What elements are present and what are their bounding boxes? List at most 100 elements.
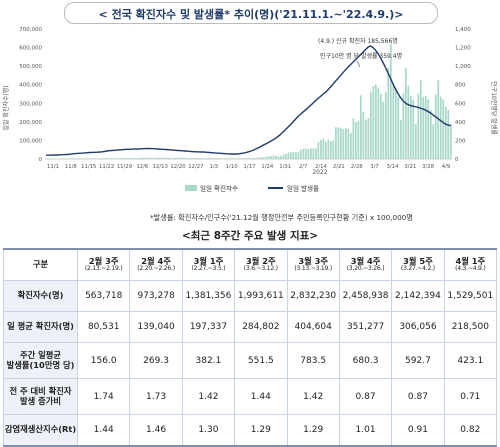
bar — [243, 158, 245, 159]
bar — [278, 157, 280, 159]
header-week-5: 3월 4주(3.20.~3.26.) — [339, 249, 391, 281]
bar — [125, 158, 127, 159]
bar — [105, 158, 107, 159]
bar — [95, 158, 97, 159]
bar — [432, 124, 434, 159]
bar — [145, 158, 147, 159]
table-cell: 423.1 — [444, 343, 496, 379]
right-tick-label: 200 — [455, 138, 466, 144]
bar — [280, 156, 282, 159]
bar — [352, 118, 354, 159]
header-week-4: 3월 3주(3.13.~3.19.) — [287, 249, 339, 281]
x-tick-label: 12/6 — [136, 164, 149, 170]
header-week-label: 2월 3주 — [89, 256, 119, 266]
right-tick-label: 1,400 — [455, 27, 471, 33]
bar — [165, 158, 167, 159]
bar — [405, 68, 407, 159]
header-week-label: 3월 2주 — [246, 256, 276, 266]
bar — [298, 152, 300, 159]
bar — [148, 158, 150, 159]
header-week-range: (3.13.~3.19.) — [288, 266, 339, 273]
x-tick-label: 3/14 — [386, 164, 399, 170]
table-cell: 404,604 — [287, 312, 339, 343]
bar — [412, 100, 414, 159]
bar — [305, 149, 307, 159]
bar — [200, 158, 202, 159]
x-tick-label: 12/13 — [153, 164, 168, 170]
bar — [163, 158, 165, 159]
bar — [230, 158, 232, 159]
bar — [170, 158, 172, 159]
table-cell: 284,802 — [235, 312, 287, 343]
bar — [85, 158, 87, 159]
bar — [387, 68, 389, 159]
annotation-line-1: (4.9.) 신규 확진자 185,566명 — [318, 37, 398, 45]
footnote: *발생률: 확진자수/인구수('21.12월 행정안전부 주민등록인구현황 기준… — [150, 213, 500, 223]
bar — [365, 120, 367, 159]
bar — [180, 158, 182, 159]
legend-bar-swatch — [185, 185, 197, 191]
bar — [343, 129, 345, 159]
bar — [427, 99, 429, 159]
header-week-range: (2.27.~3.5.) — [183, 266, 234, 273]
annotation-connector — [357, 61, 360, 67]
table-title: <최근 8주간 주요 발생 지표> — [0, 228, 500, 243]
bar — [240, 158, 242, 159]
bar — [153, 158, 155, 159]
table-cell: 1.42 — [182, 379, 234, 415]
bar — [288, 152, 290, 159]
bar — [357, 121, 359, 159]
header-week-3: 3월 2주(3.6.~3.12.) — [235, 249, 287, 281]
bar — [362, 112, 364, 159]
table-cell: 783.5 — [287, 343, 339, 379]
x-tick-label: 1/3 — [210, 164, 219, 170]
bar — [90, 158, 92, 159]
bar — [210, 158, 212, 159]
table-cell: 1.44 — [235, 379, 287, 415]
bar — [175, 158, 177, 159]
bar — [233, 158, 235, 159]
bar — [285, 154, 287, 159]
bar — [268, 156, 270, 159]
bar — [333, 141, 335, 159]
bar — [75, 158, 77, 159]
covid-trend-chart: 0100,000200,000300,000400,000500,000600,… — [0, 24, 500, 212]
bar — [128, 158, 130, 159]
table-cell: 0.87 — [392, 379, 444, 415]
table-cell: 1.46 — [130, 415, 182, 446]
x-tick-label: 2/21 — [333, 164, 345, 170]
table-cell: 0.87 — [339, 379, 391, 415]
header-corner: 구분 — [4, 249, 78, 281]
row-label-line: 주간 일평균 — [4, 351, 77, 361]
bar — [390, 44, 392, 159]
bar — [155, 158, 157, 159]
bar — [235, 158, 237, 159]
right-tick-label: 1,000 — [455, 64, 471, 70]
table-cell: 1.29 — [287, 415, 339, 446]
bar — [415, 124, 417, 159]
row-label-line: 발생률(10만명 당) — [4, 361, 77, 371]
bar — [310, 148, 312, 159]
left-tick-label: 500,000 — [19, 64, 42, 70]
bar — [360, 95, 362, 159]
bar — [425, 96, 427, 159]
table-cell: 2,142,394 — [392, 281, 444, 312]
header-week-label: 3월 3주 — [298, 256, 328, 266]
row-label-line: 발생 증가비 — [4, 397, 77, 407]
bar — [370, 92, 372, 159]
row-label-line: 전 주 대비 확진자 — [4, 387, 77, 397]
annotation-line-2: 인구10만 명 당 발생률 359.4명 — [320, 52, 402, 60]
bar — [320, 140, 322, 159]
x-tick-label: 12/20 — [170, 164, 186, 170]
header-week-range: (3.20.~3.26.) — [340, 266, 391, 273]
table-cell: 351,277 — [339, 312, 391, 343]
table-cell: 197,337 — [182, 312, 234, 343]
bar — [188, 158, 190, 159]
bar — [223, 158, 225, 159]
bar — [88, 158, 90, 159]
bar — [118, 158, 120, 159]
bar — [367, 118, 369, 159]
row-label: 감염재생산지수(Rt) — [4, 415, 78, 446]
bar — [340, 128, 342, 159]
bar — [260, 157, 262, 159]
